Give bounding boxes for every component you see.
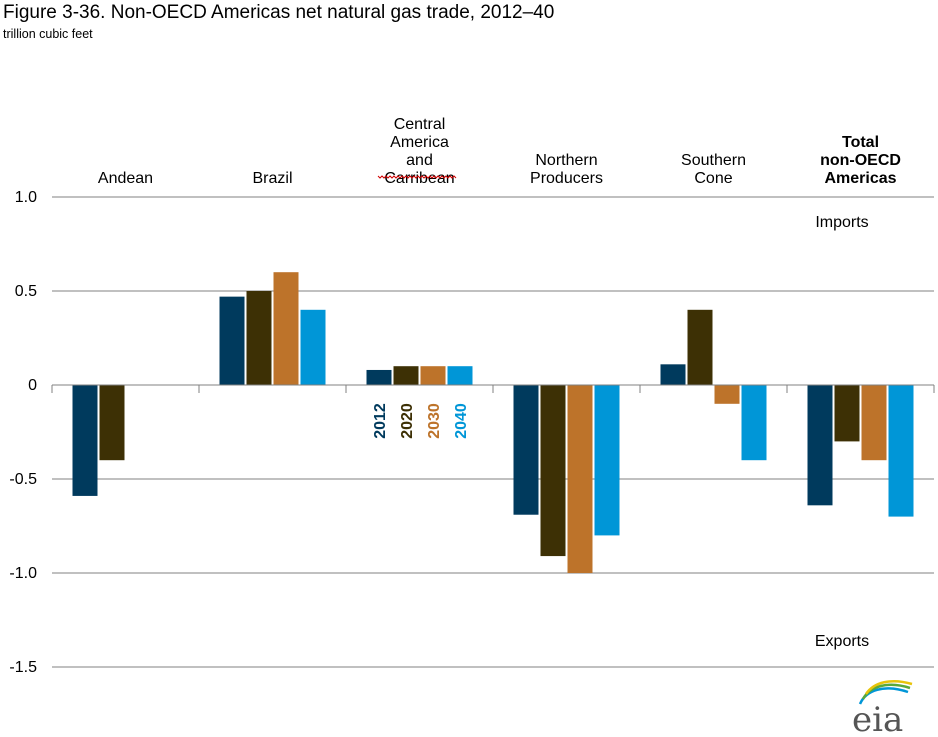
bar-2020-cat-2 [393,366,419,385]
bar-2012-cat-2 [366,369,392,385]
bar-2040-cat-1 [300,309,326,385]
bar-2012-cat-1 [219,296,245,385]
category-label: Northern [535,152,597,169]
y-tick-label: 1.0 [15,189,37,206]
category-label: Producers [530,170,603,187]
bar-2020-cat-0 [99,385,125,461]
bar-2030-cat-2 [420,366,446,385]
bar-2012-cat-0 [72,385,98,496]
category-label: America [390,134,449,151]
bar-2012-cat-4 [660,364,686,385]
legend-label-2020: 2020 [399,403,416,439]
bar-2030-cat-3 [567,385,593,573]
y-tick-label: 0.5 [15,283,37,300]
category-label: Cone [694,170,732,187]
bar-2040-cat-3 [594,385,620,536]
eia-logo-text: eia [852,700,903,737]
bar-2040-cat-5 [888,385,914,517]
category-label: Southern [681,152,746,169]
logo-arc-green [861,683,911,700]
imports-annotation: Imports [815,214,868,231]
category-label: non-OECD [820,152,901,169]
bar-2040-cat-2 [447,366,473,385]
bar-2020-cat-5 [834,385,860,442]
chart-title: Figure 3-36. Non-OECD Americas net natur… [3,2,555,23]
y-axis-tick-labels: 1.0 0.5 0 -0.5 -1.0 -1.5 [9,189,37,676]
bar-2030-cat-5 [861,385,887,461]
category-label: Carribean [384,170,454,187]
exports-annotation: Exports [815,633,869,650]
spellcheck-underline [377,175,457,179]
bar-2020-cat-4 [687,309,713,385]
category-label: Total [842,134,879,151]
bar-2030-cat-4 [714,385,740,404]
logo-arc-yellow [864,680,913,695]
bar-2030-cat-1 [273,272,299,385]
bar-2020-cat-3 [540,385,566,557]
bar-2012-cat-3 [513,385,539,515]
gridlines [52,196,934,668]
category-label: Brazil [252,170,292,187]
eia-logo: eia [852,680,913,737]
category-label: Central [394,116,446,133]
logo-arc-blue [858,687,909,705]
category-label: Andean [98,170,153,187]
bar-2040-cat-4 [741,385,767,461]
legend: 2012 2020 2030 2040 [372,403,470,439]
category-label: Americas [824,170,896,187]
y-tick-label: -1.5 [9,659,37,676]
y-tick-label: 0 [28,377,37,394]
category-label: and [406,152,433,169]
y-tick-label: -0.5 [9,471,37,488]
chart-subtitle: trillion cubic feet [3,27,93,41]
y-tick-label: -1.0 [9,565,37,582]
bars [72,272,914,573]
category-dividers [51,385,935,393]
legend-label-2030: 2030 [426,403,443,439]
bar-2012-cat-5 [807,385,833,506]
legend-label-2012: 2012 [372,403,389,439]
bar-2020-cat-1 [246,291,272,385]
legend-label-2040: 2040 [453,403,470,439]
